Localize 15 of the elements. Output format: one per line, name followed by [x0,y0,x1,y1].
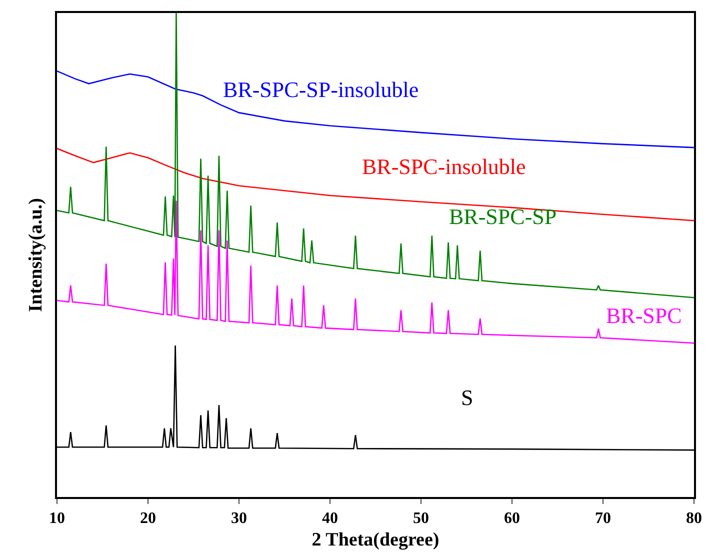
series-label: BR-SPC [606,303,682,328]
x-tick-label: 70 [595,510,611,527]
series-label: BR-SPC-insoluble [362,154,526,179]
x-tick-label: 60 [504,510,520,527]
x-tick-label: 10 [49,510,65,527]
x-tick-label: 40 [322,510,338,527]
y-axis-title: Intensity(a.u.) [26,198,47,312]
x-tick-label: 80 [686,510,702,527]
series-label: BR-SPC-SP-insoluble [223,77,419,102]
x-axis-title: 2 Theta(degree) [312,529,440,550]
x-tick-label: 20 [140,510,156,527]
series-label: S [461,385,474,410]
x-tick-label: 30 [231,510,247,527]
x-tick-label: 50 [413,510,429,527]
series-label: BR-SPC-SP [449,204,557,229]
